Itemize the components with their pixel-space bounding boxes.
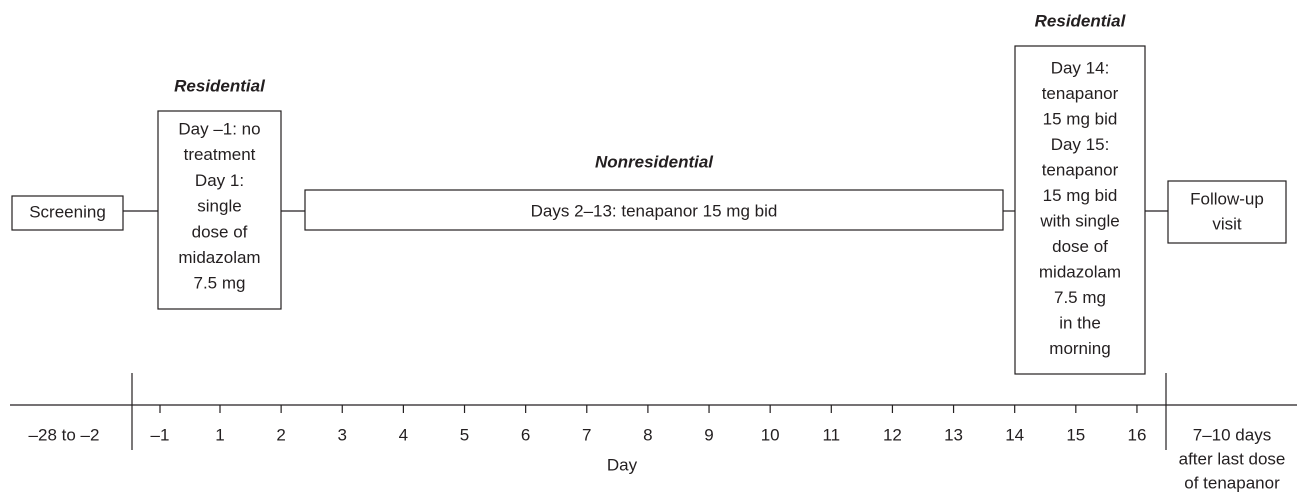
timeline-end-label: of tenapanor [1184, 473, 1280, 492]
phase-text: tenapanor [1042, 160, 1119, 179]
phase-label: Residential [174, 76, 266, 95]
phase-text: midazolam [1039, 262, 1121, 281]
phase-box [157, 110, 282, 310]
phase-text: single [197, 197, 241, 216]
phase-text: with single [1039, 211, 1119, 230]
phase-text: morning [1049, 339, 1110, 358]
phase-text: Days 2–13: tenapanor 15 mg bid [531, 201, 778, 220]
phase-text: dose of [192, 222, 248, 241]
phase-text: in the [1059, 313, 1101, 332]
tick-label: 13 [944, 425, 963, 444]
tick-label: 10 [761, 425, 780, 444]
phase-box [11, 195, 124, 231]
tick-label: 4 [399, 425, 408, 444]
phase-label: Nonresidential [595, 152, 714, 171]
phase-text: 15 mg bid [1043, 186, 1118, 205]
tick-label: 2 [276, 425, 285, 444]
phase-text: visit [1212, 214, 1242, 233]
phase-text: dose of [1052, 237, 1108, 256]
phase-box [304, 189, 1004, 231]
phase-text: midazolam [178, 248, 260, 267]
phase-text: 7.5 mg [194, 274, 246, 293]
tick-label: 8 [643, 425, 652, 444]
tick-label: 11 [822, 425, 840, 444]
phase-box [1167, 180, 1287, 244]
phase-text: Day 15: [1051, 135, 1110, 154]
tick-label: 3 [338, 425, 347, 444]
tick-label: 5 [460, 425, 469, 444]
phase-box [1014, 45, 1146, 375]
tick-label: 12 [883, 425, 902, 444]
phase-text: Day –1: no [178, 119, 260, 138]
timeline-start-label: –28 to –2 [29, 425, 100, 444]
phase-label: Residential [1035, 11, 1127, 30]
phase-text: Follow-up [1190, 189, 1264, 208]
tick-label: 7 [582, 425, 591, 444]
timeline-end-label: after last dose [1179, 449, 1286, 468]
tick-label: 14 [1005, 425, 1024, 444]
phase-text: tenapanor [1042, 84, 1119, 103]
tick-label: –1 [151, 425, 170, 444]
phase-text: Day 14: [1051, 58, 1110, 77]
tick-label: 15 [1066, 425, 1085, 444]
tick-label: 1 [215, 425, 224, 444]
tick-label: 9 [704, 425, 713, 444]
phase-text: treatment [184, 145, 256, 164]
timeline-end-label: 7–10 days [1193, 425, 1271, 444]
phase-text: Day 1: [195, 171, 244, 190]
phase-text: 7.5 mg [1054, 288, 1106, 307]
phase-text: Screening [29, 202, 106, 221]
tick-label: 6 [521, 425, 530, 444]
tick-label: 16 [1127, 425, 1146, 444]
phase-text: 15 mg bid [1043, 109, 1118, 128]
axis-label: Day [607, 455, 638, 474]
